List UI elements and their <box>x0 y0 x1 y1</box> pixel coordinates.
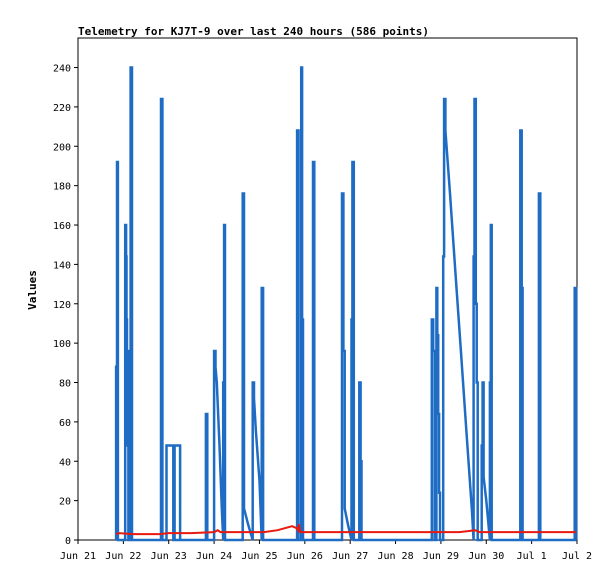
y-tick-label: 220 <box>53 103 71 114</box>
x-tick-label: Jun 22 <box>105 551 141 562</box>
y-tick-label: 20 <box>59 497 71 508</box>
x-tick-label: Jul 2 <box>562 551 592 562</box>
chart-title: Telemetry for KJ7T-9 over last 240 hours… <box>78 25 429 38</box>
x-tick-label: Jun 24 <box>196 551 232 562</box>
series-line-blue <box>114 66 578 542</box>
x-tick-label: Jun 26 <box>287 551 323 562</box>
x-tick-label: Jun 29 <box>423 551 459 562</box>
x-tick-label: Jun 23 <box>151 551 187 562</box>
y-tick-label: 180 <box>53 182 71 193</box>
x-tick-label: Jun 28 <box>377 551 413 562</box>
x-tick-label: Jul 1 <box>517 551 547 562</box>
y-tick-label: 40 <box>59 457 71 468</box>
y-tick-label: 200 <box>53 142 71 153</box>
y-tick-label: 100 <box>53 339 71 350</box>
y-tick-label: 0 <box>65 536 71 547</box>
x-tick-label: Jun 21 <box>60 551 96 562</box>
x-tick-label: Jun 25 <box>241 551 277 562</box>
series-layer <box>114 66 578 542</box>
x-axis: Jun 21 Jun 22 Jun 23 Jun 24 Jun 25 Jun 26 Jun … <box>60 540 592 562</box>
y-tick-label: 80 <box>59 379 71 390</box>
plot-area <box>77 37 578 541</box>
y-axis: 0 20 40 60 80 100 120 140 160 180 200 220 240 <box>53 64 78 547</box>
y-tick-label: 140 <box>53 260 71 271</box>
y-tick-label: 60 <box>59 418 71 429</box>
y-tick-label: 160 <box>53 221 71 232</box>
y-tick-label: 120 <box>53 300 71 311</box>
y-axis-label: Values <box>26 270 39 310</box>
x-tick-label: Jun 30 <box>468 551 504 562</box>
x-tick-label: Jun 27 <box>332 551 368 562</box>
y-tick-label: 240 <box>53 64 71 75</box>
series-line-red <box>115 524 577 536</box>
